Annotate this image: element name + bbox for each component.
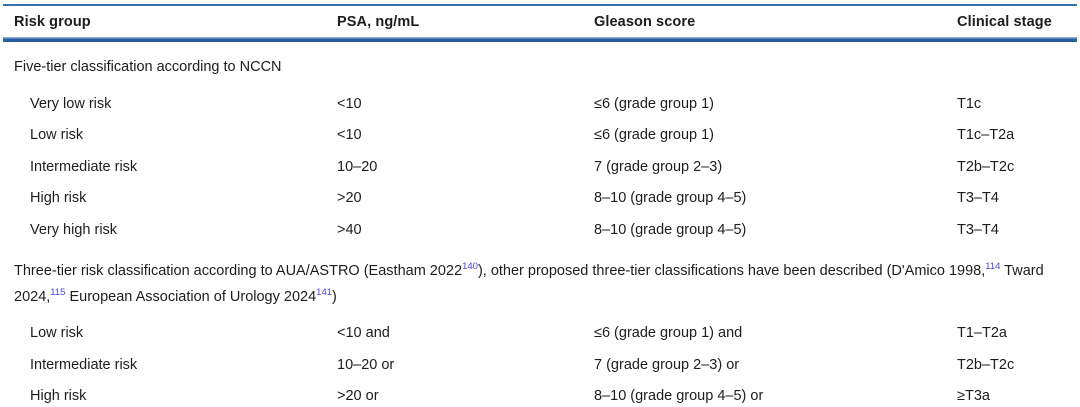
- citation-ref-140[interactable]: 140: [462, 260, 478, 272]
- section-title-text: Tward 2024,: [14, 262, 1044, 305]
- citation-ref-115[interactable]: 115: [50, 286, 66, 298]
- cell-risk-group: Very low risk: [30, 95, 112, 112]
- cell-psa: >20: [337, 190, 362, 207]
- section-title-text: Five-tier classification according to NC…: [14, 59, 282, 75]
- table-row: Intermediate risk 10–20 7 (grade group 2…: [0, 151, 1080, 183]
- cell-gleason-score: 8–10 (grade group 4–5) or: [594, 388, 764, 405]
- cell-risk-group: High risk: [30, 388, 87, 405]
- table-row: Low risk <10 and ≤6 (grade group 1) and …: [0, 318, 1080, 350]
- cell-psa: >20 or: [337, 388, 379, 405]
- cell-clinical-stage: T2b–T2c: [957, 356, 1015, 373]
- column-header-psa: PSA, ng/mL: [337, 13, 420, 30]
- table-row: High risk >20 8–10 (grade group 4–5) T3–…: [0, 183, 1080, 215]
- risk-classification-table: Risk group PSA, ng/mL Gleason score Clin…: [0, 4, 1080, 407]
- cell-risk-group: Intermediate risk: [30, 158, 138, 175]
- cell-gleason-score: 8–10 (grade group 4–5): [594, 190, 747, 207]
- cell-gleason-score: 7 (grade group 2–3): [594, 158, 723, 175]
- cell-clinical-stage: T1c–T2a: [957, 127, 1015, 144]
- cell-risk-group: Low risk: [30, 127, 84, 144]
- cell-risk-group: High risk: [30, 190, 87, 207]
- section-title-text: ): [332, 288, 337, 305]
- section-title: Five-tier classification according to NC…: [0, 42, 1080, 88]
- cell-gleason-score: 8–10 (grade group 4–5): [594, 221, 747, 238]
- cell-psa: 10–20: [337, 158, 378, 175]
- cell-clinical-stage: ≥T3a: [957, 388, 990, 405]
- section-title-text: European Association of Urology 2024: [65, 288, 317, 305]
- cell-clinical-stage: T3–T4: [957, 221, 999, 238]
- section-rows: Low risk <10 and ≤6 (grade group 1) and …: [0, 318, 1080, 407]
- cell-gleason-score: ≤6 (grade group 1): [594, 127, 715, 144]
- cell-clinical-stage: T3–T4: [957, 190, 999, 207]
- table-row: Very high risk >40 8–10 (grade group 4–5…: [0, 214, 1080, 246]
- cell-psa: <10 and: [337, 325, 390, 342]
- cell-clinical-stage: T2b–T2c: [957, 158, 1015, 175]
- citation-ref-141[interactable]: 141: [316, 286, 333, 298]
- table-body: Five-tier classification according to NC…: [0, 42, 1080, 407]
- section-rows: Very low risk <10 ≤6 (grade group 1) T1c…: [0, 88, 1080, 246]
- cell-psa: <10: [337, 127, 362, 144]
- table-rule-header: [3, 37, 1077, 42]
- section-title-text: Three-tier risk classification according…: [14, 262, 463, 279]
- table-rule-top: [3, 4, 1077, 6]
- cell-psa: <10: [337, 95, 362, 112]
- table-row: Very low risk <10 ≤6 (grade group 1) T1c: [0, 88, 1080, 120]
- table-row: Low risk <10 ≤6 (grade group 1) T1c–T2a: [0, 120, 1080, 152]
- table-row: Intermediate risk 10–20 or 7 (grade grou…: [0, 349, 1080, 381]
- cell-psa: 10–20 or: [337, 356, 395, 373]
- column-header-gleason-score: Gleason score: [594, 13, 696, 30]
- table-section: Five-tier classification according to NC…: [0, 42, 1080, 246]
- cell-gleason-score: ≤6 (grade group 1) and: [594, 325, 743, 342]
- cell-risk-group: Very high risk: [30, 221, 118, 238]
- cell-psa: >40: [337, 221, 362, 238]
- section-title: Three-tier risk classification according…: [0, 246, 1080, 318]
- section-title-text: ), other proposed three-tier classificat…: [477, 262, 986, 279]
- table-header-row: Risk group PSA, ng/mL Gleason score Clin…: [0, 6, 1080, 37]
- cell-clinical-stage: T1c: [957, 95, 982, 112]
- cell-clinical-stage: T1–T2a: [957, 325, 1007, 342]
- column-header-clinical-stage: Clinical stage: [957, 13, 1052, 30]
- cell-risk-group: Low risk: [30, 325, 84, 342]
- cell-risk-group: Intermediate risk: [30, 356, 138, 373]
- cell-gleason-score: ≤6 (grade group 1): [594, 95, 715, 112]
- cell-gleason-score: 7 (grade group 2–3) or: [594, 356, 740, 373]
- column-header-risk-group: Risk group: [14, 13, 91, 30]
- citation-ref-114[interactable]: 114: [985, 260, 1001, 272]
- table-section: Three-tier risk classification according…: [0, 246, 1080, 407]
- table-row: High risk >20 or 8–10 (grade group 4–5) …: [0, 381, 1080, 407]
